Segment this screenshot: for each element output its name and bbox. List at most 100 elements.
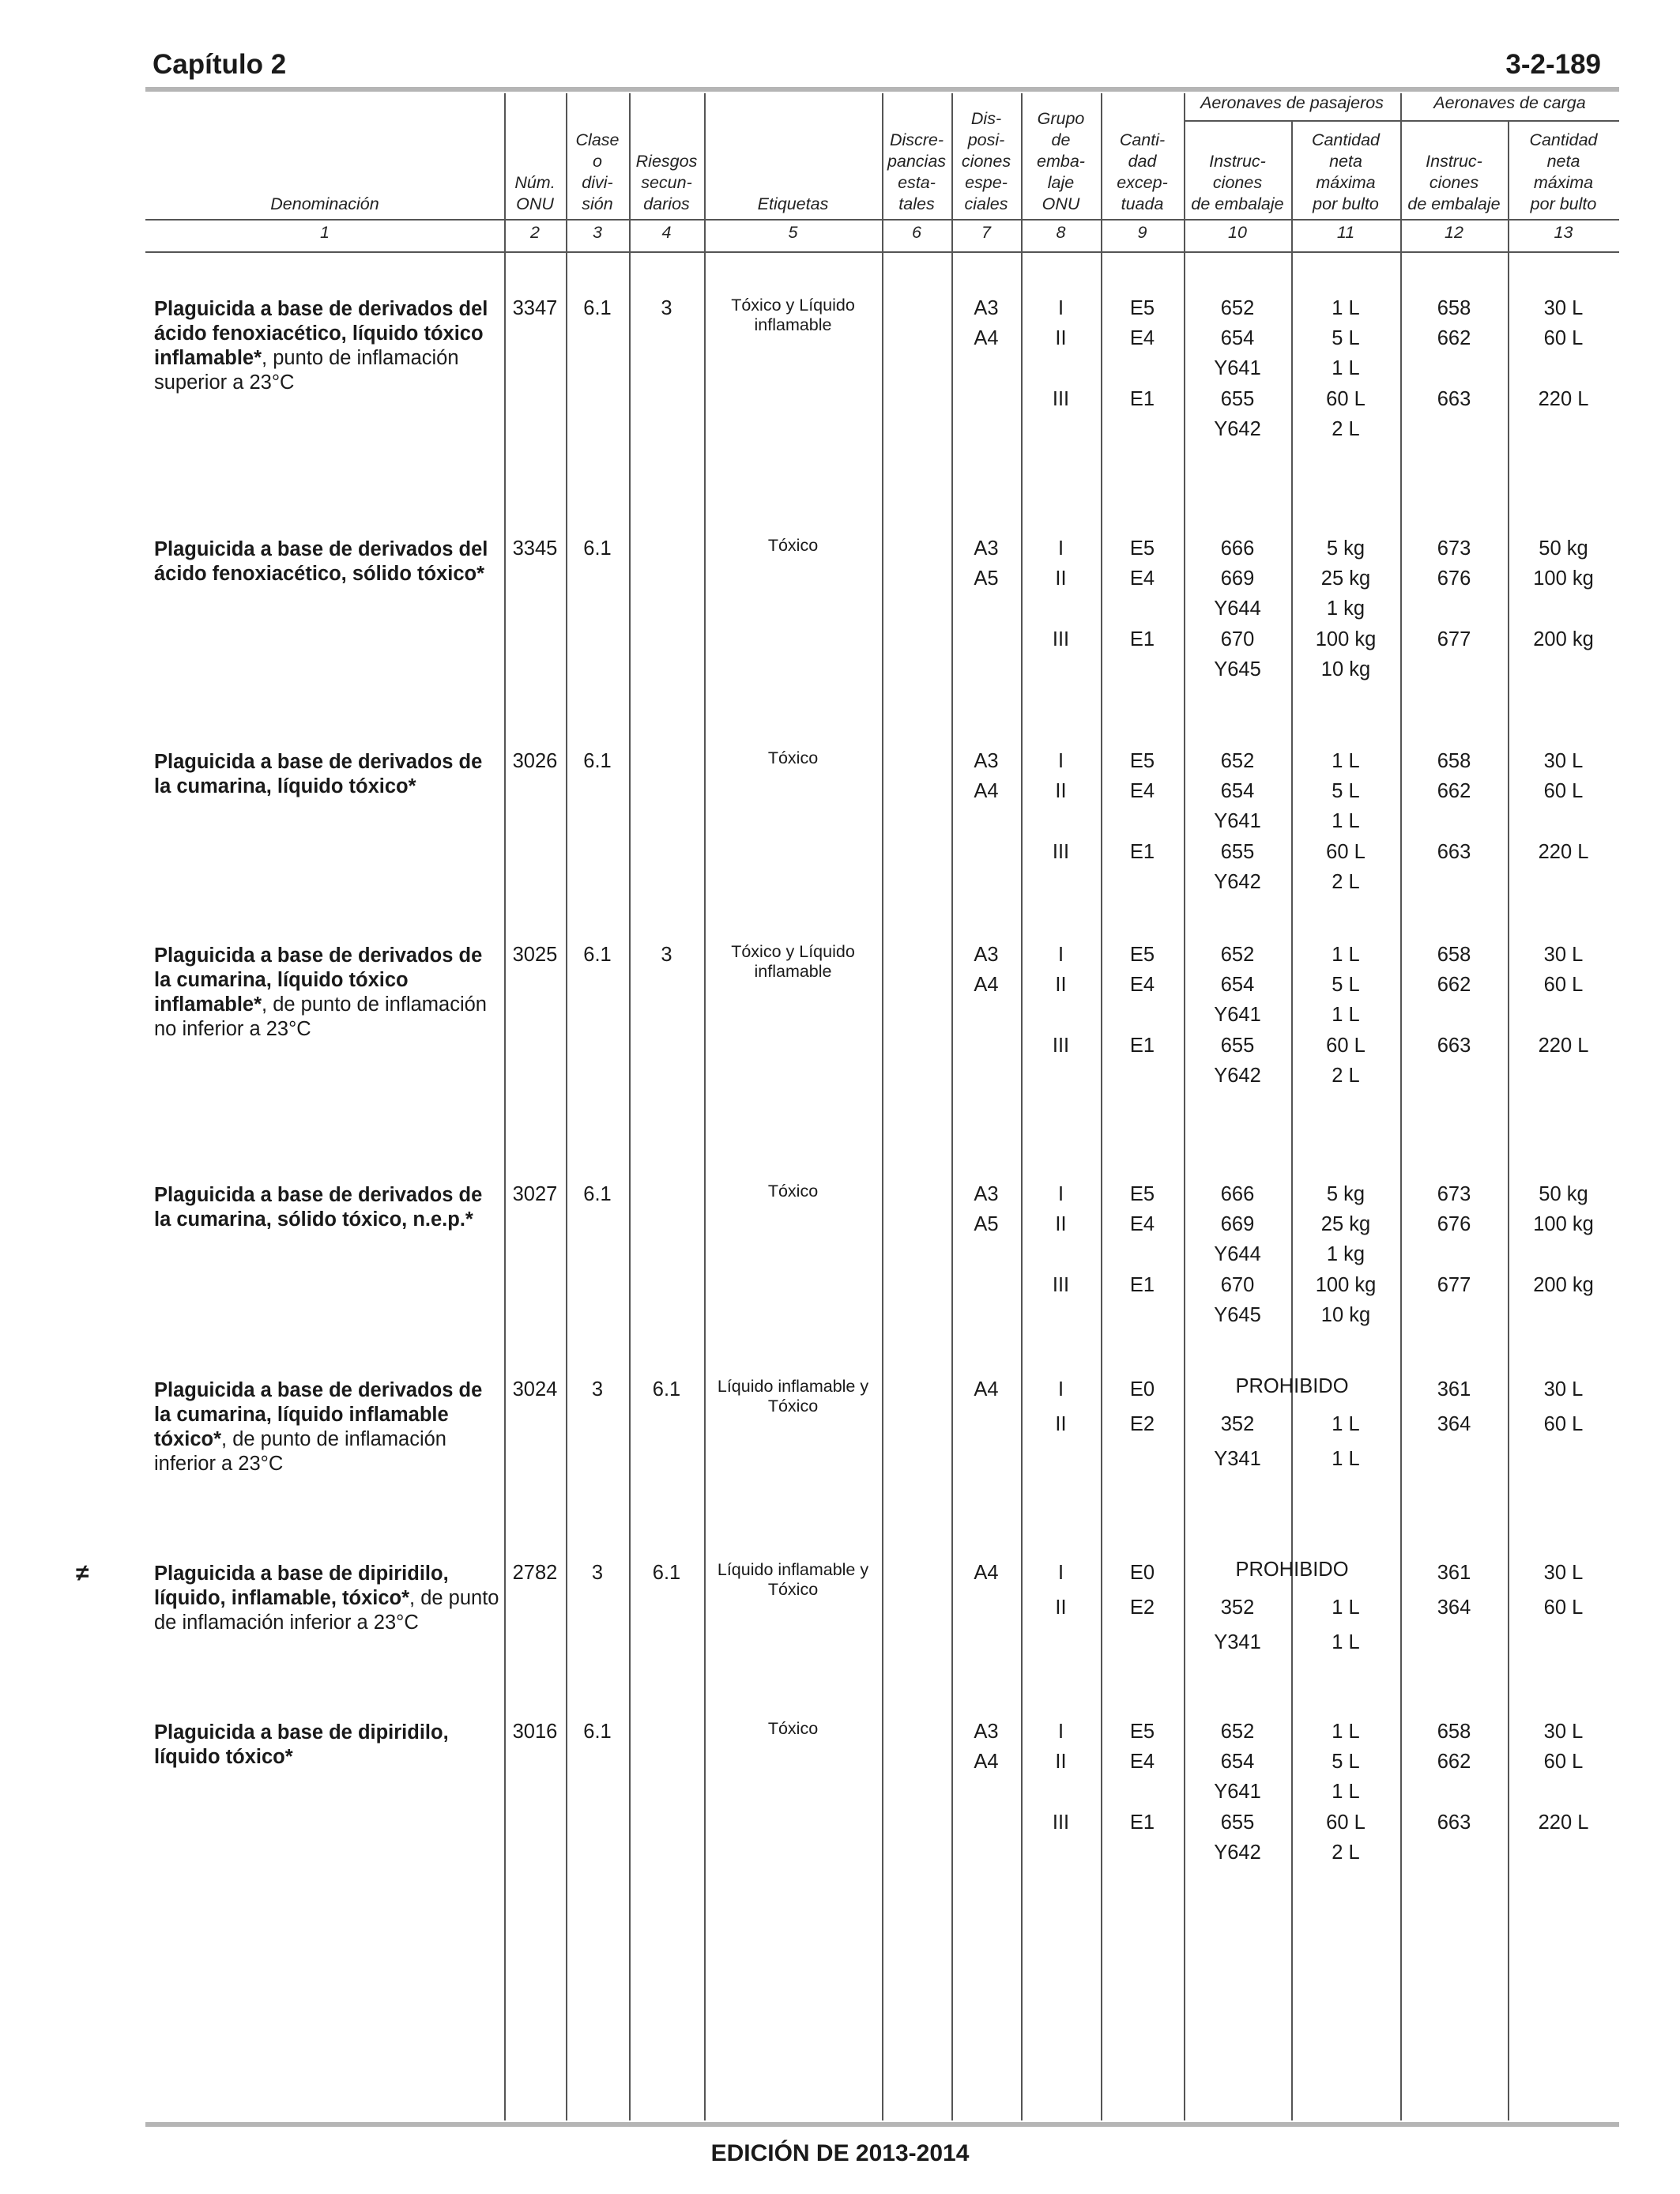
passenger-max-quantity: 5 kg <box>1326 537 1365 560</box>
passenger-packing-instruction: 652 <box>1220 944 1255 966</box>
column-header-line: por bulto <box>1313 194 1379 213</box>
packing-group: III <box>1052 1811 1070 1834</box>
column-number: 11 <box>1336 223 1355 242</box>
substance-name-detail: , de punto de inflamación no inferior a … <box>154 993 487 1040</box>
passenger-max-quantity: 60 L <box>1326 1811 1365 1834</box>
passenger-max-quantity: 5 L <box>1332 974 1360 997</box>
column-header-line: máxima <box>1533 173 1594 192</box>
cargo-max-quantity: 200 kg <box>1533 1273 1594 1296</box>
excepted-quantity: E0 <box>1129 1562 1155 1584</box>
passenger-packing-instruction: 670 <box>1220 1273 1255 1296</box>
cargo-max-quantity: 100 kg <box>1533 567 1594 590</box>
special-provision: A5 <box>974 567 999 590</box>
column-header: Núm. ONU <box>504 172 566 215</box>
passenger-max-quantity: 1 L <box>1332 1781 1360 1804</box>
passenger-packing-instruction: 652 <box>1220 750 1255 772</box>
header-divider <box>145 219 1619 221</box>
cargo-max-quantity: 60 L <box>1543 1596 1584 1619</box>
cargo-packing-instruction: 676 <box>1437 1213 1471 1236</box>
header-divider <box>1184 120 1619 122</box>
excepted-quantity: E1 <box>1129 1034 1155 1057</box>
special-provision: A4 <box>974 780 999 803</box>
column-header-line: ciones <box>961 152 1011 171</box>
excepted-quantity: E1 <box>1129 1273 1155 1296</box>
column-divider <box>1508 120 1509 2120</box>
column-header-line: espe- <box>965 173 1008 192</box>
passenger-packing-instruction: Y641 <box>1214 1004 1261 1027</box>
column-header: Instruc-ciones de embalaje <box>1400 151 1508 215</box>
group-header-passenger: Aeronaves de pasajeros <box>1200 93 1384 112</box>
packing-group: II <box>1055 567 1067 590</box>
substance-name-bold: Plaguicida a base de dipiridilo, líquido… <box>154 1563 449 1609</box>
column-number: 10 <box>1228 223 1247 242</box>
special-provision: A4 <box>974 1751 999 1774</box>
column-header-line: o <box>593 152 602 171</box>
passenger-packing-instruction: 655 <box>1220 387 1255 410</box>
class-division: 6.1 <box>583 750 612 772</box>
packing-group: III <box>1052 1273 1070 1296</box>
cargo-max-quantity: 30 L <box>1543 750 1584 772</box>
passenger-max-quantity: 60 L <box>1326 1034 1365 1057</box>
cargo-packing-instruction: 676 <box>1437 567 1471 590</box>
passenger-packing-instruction: 654 <box>1220 780 1255 803</box>
cargo-packing-instruction: 658 <box>1437 1721 1471 1743</box>
cargo-packing-instruction: 361 <box>1437 1378 1471 1400</box>
subsidiary-risk: 6.1 <box>652 1378 681 1400</box>
column-header-line: secun- <box>641 173 692 192</box>
passenger-packing-instruction: 670 <box>1220 628 1255 650</box>
cargo-max-quantity: 30 L <box>1543 1721 1584 1743</box>
packing-group: II <box>1055 1213 1067 1236</box>
column-header: Etiquetas <box>704 194 882 215</box>
column-header-line: neta <box>1329 152 1362 171</box>
passenger-packing-instruction: Y641 <box>1214 1781 1261 1804</box>
passenger-max-quantity: 1 L <box>1332 357 1360 380</box>
substance-name: Plaguicida a base de derivados de la cum… <box>154 1183 502 1232</box>
substance-name-bold: Plaguicida a base de derivados de la cum… <box>154 1184 483 1231</box>
column-header-line: Grupo <box>1037 109 1085 128</box>
hazard-label: Líquido inflamable y Tóxico <box>717 1377 869 1416</box>
column-header-line: ONU <box>516 194 554 213</box>
column-number: 7 <box>981 223 991 242</box>
column-number: 2 <box>530 223 540 242</box>
column-header-line: Núm. <box>514 173 556 192</box>
passenger-packing-instruction: Y642 <box>1214 1841 1261 1864</box>
excepted-quantity: E0 <box>1129 1378 1155 1400</box>
column-header-line: tuada <box>1121 194 1164 213</box>
un-number: 3025 <box>512 944 558 966</box>
footer-rule <box>145 2122 1619 2127</box>
column-header: Cantidad neta máxima por bulto <box>1508 130 1619 215</box>
passenger-max-quantity: 1 kg <box>1326 598 1365 620</box>
excepted-quantity: E5 <box>1129 1721 1155 1743</box>
packing-group: I <box>1057 1378 1064 1400</box>
cargo-max-quantity: 30 L <box>1543 1562 1584 1584</box>
column-header-line: Riesgos <box>635 152 698 171</box>
passenger-max-quantity: 2 L <box>1332 1841 1360 1864</box>
passenger-max-quantity: 10 kg <box>1320 1303 1371 1326</box>
cargo-max-quantity: 200 kg <box>1533 628 1594 650</box>
revision-mark: ≠ <box>76 1560 89 1586</box>
packing-group: I <box>1057 750 1064 772</box>
chapter-title: Capítulo 2 <box>153 49 287 80</box>
un-number: 3016 <box>512 1721 558 1743</box>
excepted-quantity: E4 <box>1129 567 1155 590</box>
column-header-line: ciones <box>1212 173 1263 192</box>
packing-group: I <box>1057 537 1064 560</box>
passenger-max-quantity: 1 L <box>1332 1448 1360 1470</box>
column-number: 12 <box>1445 223 1463 242</box>
column-header-line: pancias <box>887 152 947 171</box>
column-divider <box>1101 93 1102 2120</box>
packing-group: II <box>1055 1413 1067 1435</box>
excepted-quantity: E1 <box>1129 628 1155 650</box>
substance-name-bold: Plaguicida a base de derivados de la cum… <box>154 944 483 1016</box>
column-header-line: darios <box>643 194 690 213</box>
column-header-line: Discre- <box>889 130 944 149</box>
excepted-quantity: E1 <box>1129 1811 1155 1834</box>
column-header-line: esta- <box>898 173 936 192</box>
passenger-packing-instruction: Y645 <box>1214 658 1261 680</box>
special-provision: A3 <box>974 1183 999 1205</box>
passenger-packing-instruction: 655 <box>1220 1034 1255 1057</box>
substance-name-detail: , punto de inflamación superior a 23°C <box>154 347 459 394</box>
un-number: 2782 <box>512 1562 558 1584</box>
hazard-label: Tóxico y Líquido inflamable <box>731 296 855 334</box>
cargo-packing-instruction: 663 <box>1437 387 1471 410</box>
